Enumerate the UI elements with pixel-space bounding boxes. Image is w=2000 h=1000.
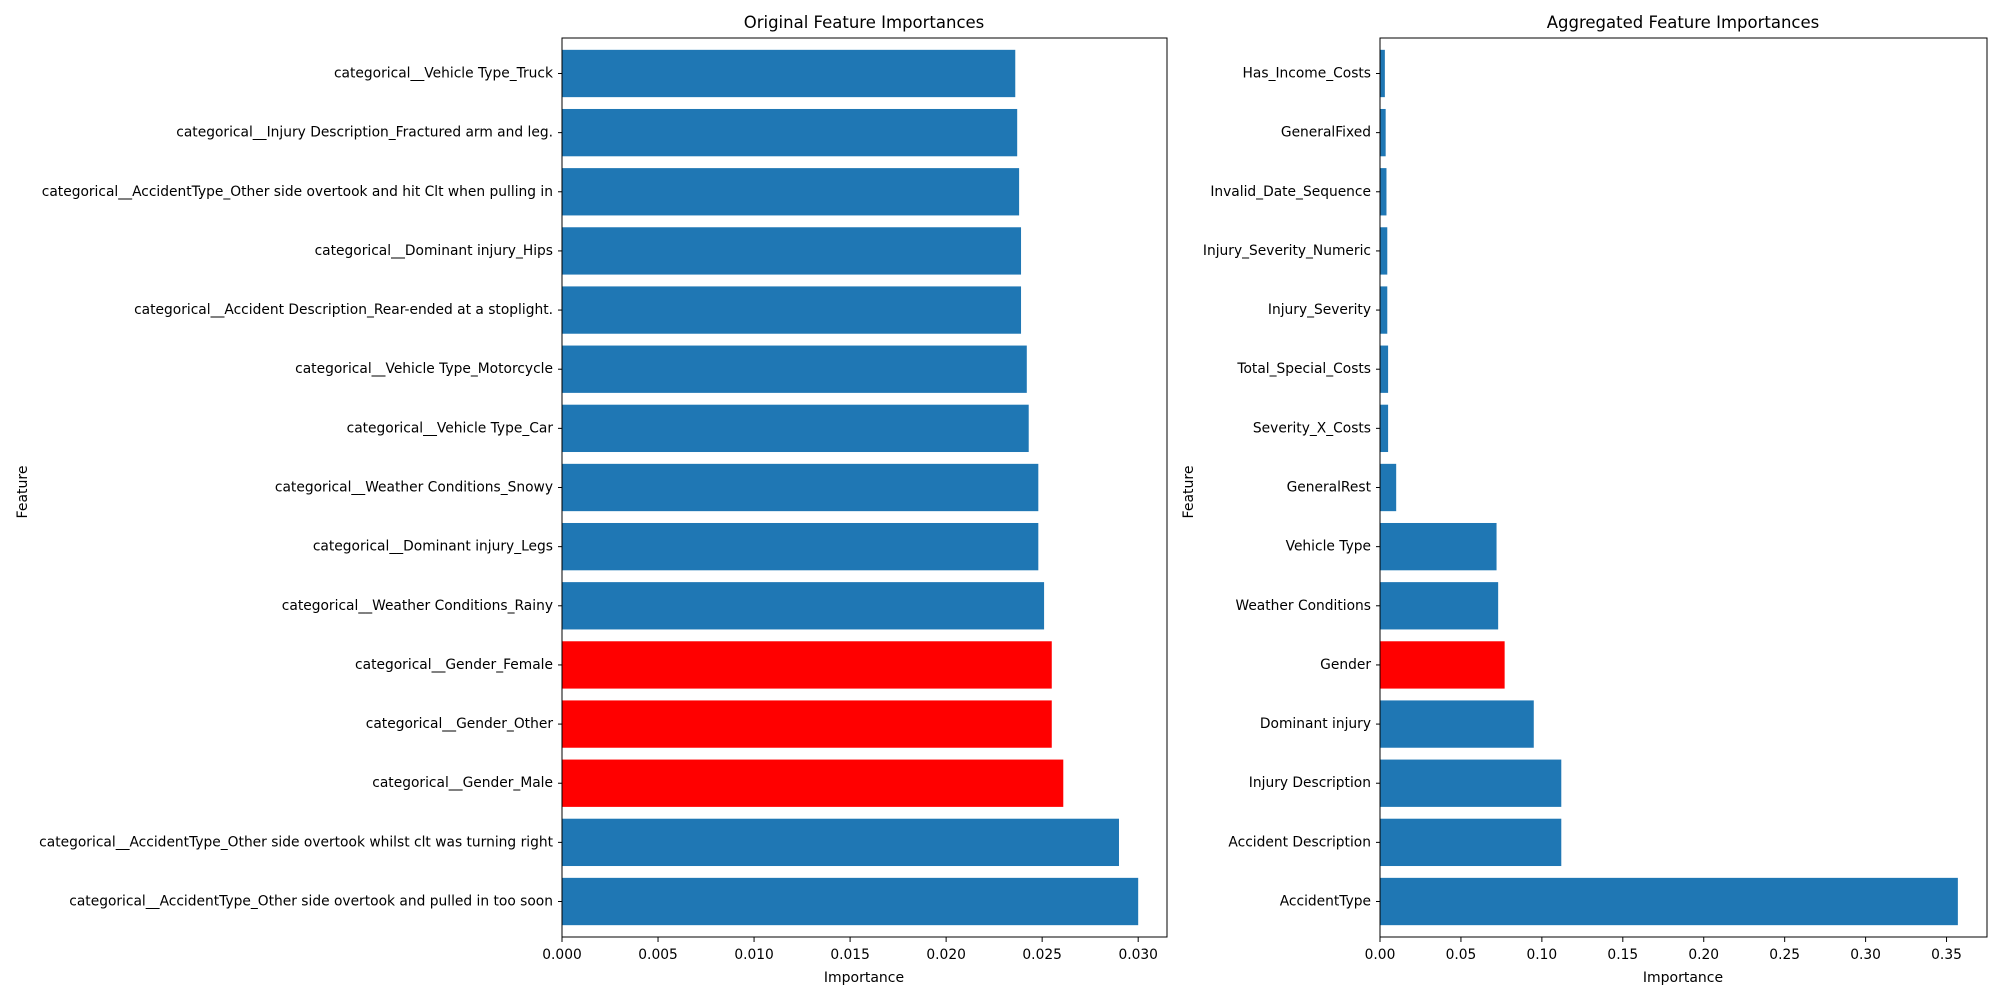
x-tick-label: 0.015 [830,947,870,963]
y-axis-label: Feature [15,466,31,519]
x-tick-label: 0.20 [1688,947,1719,963]
category-label: categorical__AccidentType_Other side ove… [39,834,553,850]
category-label: categorical__Gender_Other [366,716,554,732]
category-label: categorical__Dominant injury_Legs [313,539,553,555]
x-tick-label: 0.05 [1446,947,1477,963]
x-tick-label: 0.010 [734,947,774,963]
category-label: Accident Description [1228,834,1371,850]
category-labels: AccidentType Accident Description Injury D… [1203,65,1380,910]
bar-categorical-dominant-injury-legs [562,522,1039,571]
category-label: Injury_Severity_Numeric [1203,243,1371,259]
chart-title: Aggregated Feature Importances [1547,13,1819,32]
category-label: categorical__Injury Description_Fracture… [176,125,553,141]
bar-categorical-accidenttype-other-side-overtook-whilst-clt-was-turning-right [562,818,1119,867]
bar-total-special-costs [1380,345,1389,393]
x-tick-label: 0.00 [1365,947,1396,963]
category-label: Gender [1320,657,1371,673]
bar-has-income-costs [1380,49,1385,98]
category-label: categorical__Gender_Female [355,657,553,673]
bar-categorical-accident-description-rear-ended-at-a-stoplight [562,286,1022,334]
bar-vehicle-type [1380,522,1497,571]
bar-generalrest [1380,463,1397,512]
x-tick-label: 0.10 [1526,947,1557,963]
bar-categorical-vehicle-type-motorcycle [562,345,1027,393]
category-label: AccidentType [1280,894,1371,910]
bar-categorical-gender-male [562,759,1064,807]
bar-generalfixed [1380,108,1386,157]
category-label: Dominant injury [1260,716,1371,732]
x-tick-label: 0.020 [926,947,966,963]
bar-gender [1380,641,1505,689]
category-label: GeneralFixed [1281,125,1371,141]
category-label: Vehicle Type [1286,539,1371,555]
category-label: Severity_X_Costs [1253,420,1371,436]
bar-categorical-gender-other [562,700,1052,748]
bar-categorical-vehicle-type-truck [562,49,1016,98]
bar-dominant-injury [1380,700,1534,748]
category-label: Weather Conditions [1235,598,1371,614]
category-label: categorical__AccidentType_Other side ove… [69,894,553,910]
x-tick-label: 0.030 [1118,947,1158,963]
category-label: Invalid_Date_Sequence [1210,184,1371,200]
bar-severity-x-costs [1380,404,1389,453]
x-tick-label: 0.35 [1931,947,1962,963]
x-tick-label: 0.000 [542,947,582,963]
category-label: Total_Special_Costs [1236,361,1371,377]
x-tick-label: 0.005 [638,947,678,963]
category-label: categorical__Vehicle Type_Car [347,420,554,436]
category-label: Has_Income_Costs [1243,65,1371,81]
bar-categorical-injury-description-fractured-arm-and-leg [562,108,1018,157]
bar-injury-severity [1380,286,1388,334]
bars-group [1380,49,1958,926]
bar-accident-description [1380,818,1562,867]
bar-categorical-weather-conditions-snowy [562,463,1039,512]
bar-accidenttype [1380,877,1958,926]
bar-categorical-dominant-injury-hips [562,227,1022,275]
x-tick-label: 0.025 [1022,947,1062,963]
axes-frame [1379,37,1988,938]
axes-frame [561,37,1168,938]
bar-injury-description [1380,759,1562,807]
x-ticks: 0.000 0.005 0.010 0.015 0.020 0.025 0.030 [542,937,1158,963]
original-importances-chart: Original Feature Importances categorical… [15,13,1168,986]
category-label: categorical__AccidentType_Other side ove… [42,184,553,200]
y-axis-label: Feature [1181,466,1197,519]
category-label: categorical__Accident Description_Rear-e… [134,302,553,318]
x-ticks: 0.00 0.05 0.10 0.15 0.20 0.25 0.30 0.35 [1365,937,1962,963]
x-tick-label: 0.25 [1769,947,1800,963]
category-label: Injury Description [1249,775,1371,791]
x-axis-label: Importance [824,970,904,986]
bar-categorical-accidenttype-other-side-overtook-and-pulled-in-too-soon [562,877,1139,926]
bar-categorical-weather-conditions-rainy [562,582,1045,630]
bar-weather-conditions [1380,582,1499,630]
category-label: GeneralRest [1287,480,1372,496]
x-axis-label: Importance [1643,970,1723,986]
category-label: categorical__Weather Conditions_Rainy [282,598,553,614]
category-label: categorical__Vehicle Type_Motorcycle [295,361,553,377]
category-label: Injury_Severity [1268,302,1371,318]
category-label: categorical__Vehicle Type_Truck [334,65,553,81]
bar-injury-severity-numeric [1380,227,1388,275]
category-label: categorical__Dominant injury_Hips [315,243,553,259]
x-tick-label: 0.15 [1607,947,1638,963]
category-label: categorical__Weather Conditions_Snowy [275,480,553,496]
bar-invalid-date-sequence [1380,168,1387,216]
bars-group [562,49,1139,926]
x-tick-label: 0.30 [1850,947,1881,963]
chart-title: Original Feature Importances [744,13,985,32]
bar-categorical-gender-female [562,641,1052,689]
category-labels: categorical__AccidentType_Other side ove… [39,65,562,910]
aggregated-importances-chart: Aggregated Feature Importances AccidentT… [1181,13,1988,986]
bar-categorical-accidenttype-other-side-overtook-and-hit-clt-when-pulling-in [562,168,1020,216]
category-label: categorical__Gender_Male [372,775,553,791]
bar-categorical-vehicle-type-car [562,404,1029,453]
